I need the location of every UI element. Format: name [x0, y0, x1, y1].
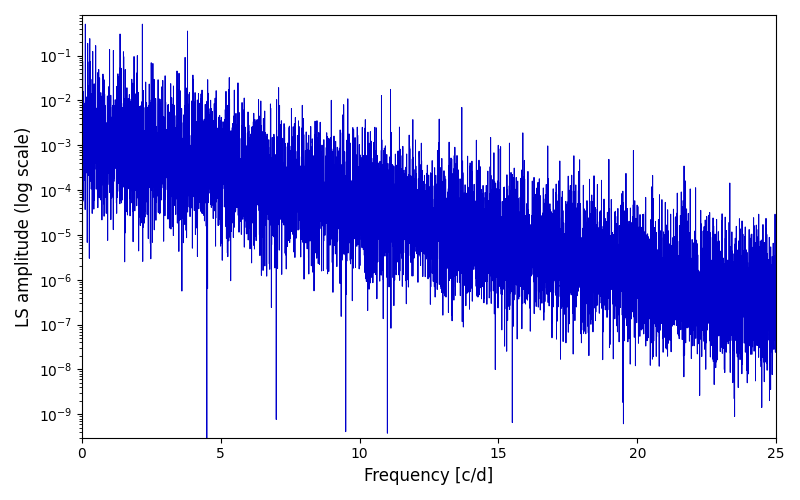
X-axis label: Frequency [c/d]: Frequency [c/d]: [364, 467, 494, 485]
Y-axis label: LS amplitude (log scale): LS amplitude (log scale): [15, 126, 33, 326]
